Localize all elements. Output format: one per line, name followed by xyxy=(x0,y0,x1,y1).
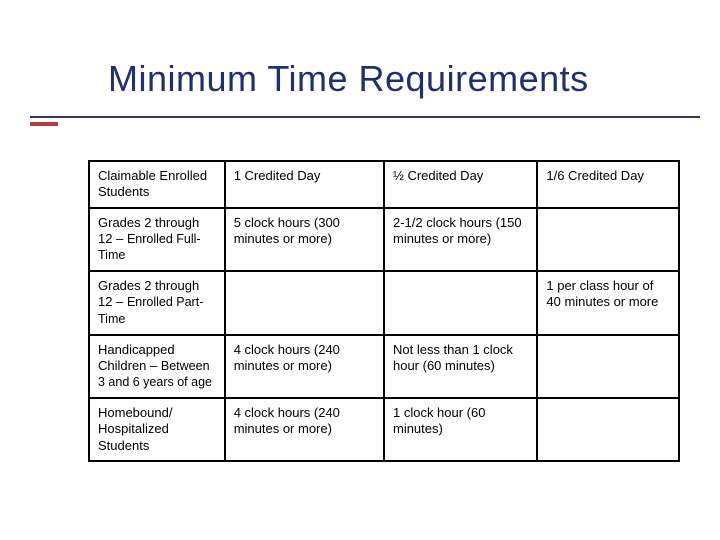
title-accent xyxy=(30,122,58,126)
cell xyxy=(384,271,537,335)
requirements-table: Claimable Enrolled Students 1 Credited D… xyxy=(88,160,680,462)
table-header-row: Claimable Enrolled Students 1 Credited D… xyxy=(89,161,679,208)
col-header-claimable: Claimable Enrolled Students xyxy=(89,161,225,208)
table-row: Handicapped Children – Between 3 and 6 y… xyxy=(89,335,679,399)
table-row: Homebound/ Hospitalized Students 4 clock… xyxy=(89,398,679,461)
col-header-1-day: 1 Credited Day xyxy=(225,161,384,208)
row-label: Homebound/ Hospitalized Students xyxy=(89,398,225,461)
row-label-main: Homebound/ Hospitalized Students xyxy=(98,405,172,453)
row-label: Grades 2 through 12 – Enrolled Full-Time xyxy=(89,208,225,272)
table-row: Grades 2 through 12 – Enrolled Part-Time… xyxy=(89,271,679,335)
cell xyxy=(537,208,679,272)
table-row: Grades 2 through 12 – Enrolled Full-Time… xyxy=(89,208,679,272)
col-header-sixth-day: 1/6 Credited Day xyxy=(537,161,679,208)
page-title: Minimum Time Requirements xyxy=(108,58,700,100)
cell: 1 per class hour of 40 minutes or more xyxy=(537,271,679,335)
cell xyxy=(537,398,679,461)
cell: 1 clock hour (60 minutes) xyxy=(384,398,537,461)
cell xyxy=(537,335,679,399)
cell xyxy=(225,271,384,335)
title-underline xyxy=(30,116,700,118)
cell: 4 clock hours (240 minutes or more) xyxy=(225,335,384,399)
cell: 2-1/2 clock hours (150 minutes or more) xyxy=(384,208,537,272)
row-label: Handicapped Children – Between 3 and 6 y… xyxy=(89,335,225,399)
cell: Not less than 1 clock hour (60 minutes) xyxy=(384,335,537,399)
row-label: Grades 2 through 12 – Enrolled Part-Time xyxy=(89,271,225,335)
cell: 5 clock hours (300 minutes or more) xyxy=(225,208,384,272)
cell: 4 clock hours (240 minutes or more) xyxy=(225,398,384,461)
col-header-half-day: ½ Credited Day xyxy=(384,161,537,208)
